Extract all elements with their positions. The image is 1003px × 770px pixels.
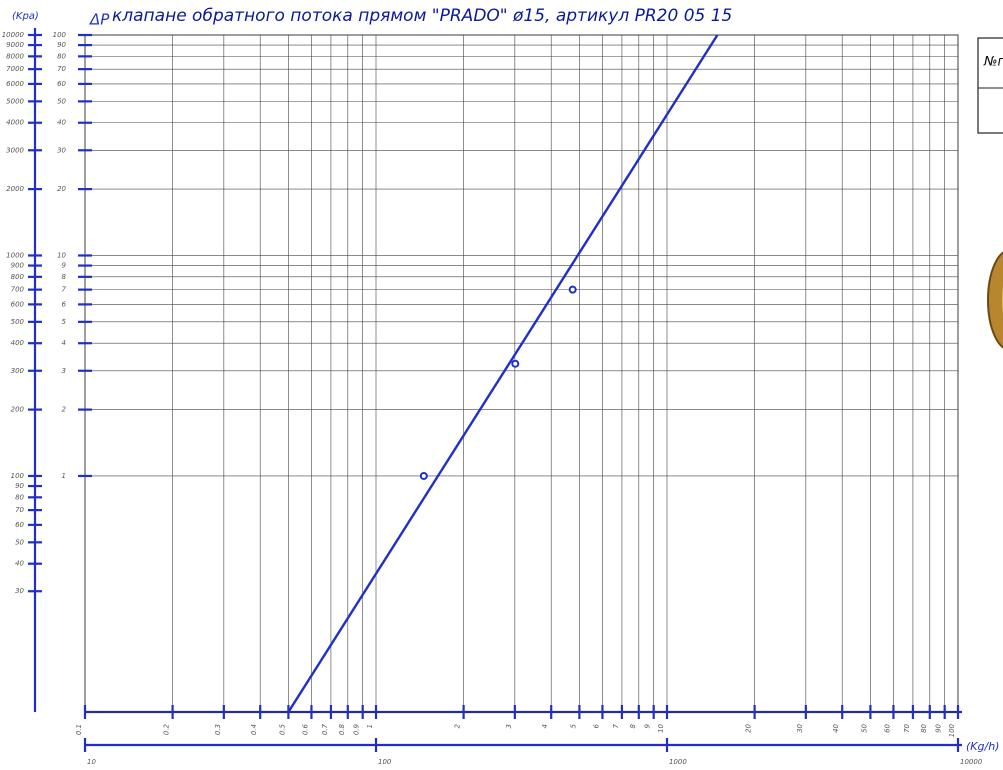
x-tick-label: 3 [505, 724, 513, 728]
valve-photo [988, 250, 1003, 350]
series [288, 35, 717, 712]
y-tick-label: 5 [62, 318, 67, 326]
y2-tick-label: 80 [15, 493, 24, 501]
x-tick-label: 7 [612, 723, 620, 728]
y-tick-label: 6 [62, 300, 67, 308]
x2-tick-label: 1000 [669, 758, 687, 766]
y2-tick-label: 70 [15, 506, 24, 514]
y2-tick-label: 900 [11, 262, 25, 270]
data-point [421, 473, 427, 479]
y2-tick-label: 500 [11, 318, 25, 326]
x-tick-label: 4 [541, 724, 549, 728]
y2-tick-label: 50 [15, 538, 24, 546]
x2-tick-label: 10000 [960, 758, 983, 766]
x-tick-label: 2 [454, 723, 462, 728]
chart: клапане обратного потока прямом "PRADO" … [0, 0, 1003, 770]
y2-tick-label: 3000 [6, 146, 24, 154]
y-tick-label: 20 [57, 185, 66, 193]
chart-title: клапане обратного потока прямом "PRADO" … [112, 6, 732, 26]
y-tick-label: 9 [62, 262, 67, 270]
y2-tick-label: 2000 [6, 185, 24, 193]
plot-frame [85, 35, 958, 712]
grid [85, 35, 958, 712]
x-tick-label: 0.5 [278, 723, 286, 735]
x-tick-label: 20 [745, 723, 753, 732]
side-table-header: №п [983, 55, 1003, 70]
x2-tick-label: 10 [87, 758, 96, 766]
y2-tick-label: 200 [11, 406, 25, 414]
y2-tick-label: 4000 [6, 119, 24, 127]
x-tick-label: 0.4 [250, 724, 258, 735]
y-tick-label: 2 [62, 406, 67, 414]
y2-tick-label: 5000 [6, 97, 24, 105]
y-tick-label: 50 [57, 97, 66, 105]
curve [288, 35, 717, 712]
y2-tick-label: 7000 [6, 65, 24, 73]
y-tick-label: 80 [57, 52, 66, 60]
y-tick-label: 70 [57, 65, 66, 73]
side-table [978, 38, 1003, 133]
y2-tick-label: 100 [11, 472, 25, 480]
x-unit: (Kg/h) [966, 740, 999, 753]
x-tick-label: 0.1 [75, 724, 83, 735]
x-tick-label: 100 [948, 723, 956, 737]
x-tick-label: 50 [860, 723, 868, 732]
y2-tick-label: 40 [15, 560, 24, 568]
y-tick-label: 90 [57, 41, 66, 49]
x-tick-label: 60 [883, 723, 891, 732]
x-tick-label: 0.3 [214, 724, 222, 735]
x-tick-label: 10 [657, 723, 665, 732]
y2-tick-label: 800 [11, 273, 25, 281]
x-tick-label: 8 [629, 723, 637, 728]
y2-tick-label: 700 [11, 286, 25, 294]
x-tick-label: 1 [366, 724, 374, 728]
x-tick-label: 90 [935, 723, 943, 732]
y-tick-label: 30 [57, 146, 66, 154]
y-tick-label: 40 [57, 119, 66, 127]
y2-tick-label: 600 [11, 300, 25, 308]
x2-tick-label: 100 [378, 758, 392, 766]
x-tick-label: 0.8 [338, 723, 346, 735]
y2-tick-label: 8000 [6, 52, 24, 60]
x-tick-label: 9 [644, 723, 652, 728]
y2-tick-label: 90 [15, 482, 24, 490]
x-tick-label: 0.2 [163, 723, 171, 735]
y2-tick-label: 1000 [6, 251, 24, 259]
y2-tick-label: 30 [15, 587, 24, 595]
x-tick-label: 0.7 [321, 723, 329, 735]
x-tick-label: 0.9 [353, 723, 361, 735]
x-tick-label: 6 [592, 723, 600, 728]
y2-tick-label: 400 [11, 339, 25, 347]
x-tick-label: 5 [569, 723, 577, 728]
x-tick-label: 30 [796, 723, 804, 732]
y2-tick-label: 10000 [2, 31, 25, 39]
y-tick-label: 7 [62, 286, 67, 294]
x-tick-label: 40 [832, 723, 840, 732]
y-label: ΔP [89, 11, 110, 29]
y-tick-label: 3 [62, 367, 66, 375]
x-tick-label: 80 [920, 723, 928, 732]
y-tick-label: 4 [62, 339, 66, 347]
y-tick-label: 8 [62, 273, 67, 281]
y-tick-label: 10 [57, 251, 66, 259]
y-unit: (Kpa) [12, 11, 39, 22]
y-tick-label: 60 [57, 80, 66, 88]
y2-tick-label: 60 [15, 521, 24, 529]
x-tick-label: 0.6 [301, 723, 309, 735]
data-point [570, 287, 576, 293]
x-tick-label: 70 [903, 723, 911, 732]
y-tick-label: 1 [62, 472, 66, 480]
y2-tick-label: 6000 [6, 80, 24, 88]
y2-tick-label: 9000 [6, 41, 24, 49]
y-tick-label: 100 [53, 31, 67, 39]
y2-tick-label: 300 [11, 367, 25, 375]
data-point [512, 361, 518, 367]
